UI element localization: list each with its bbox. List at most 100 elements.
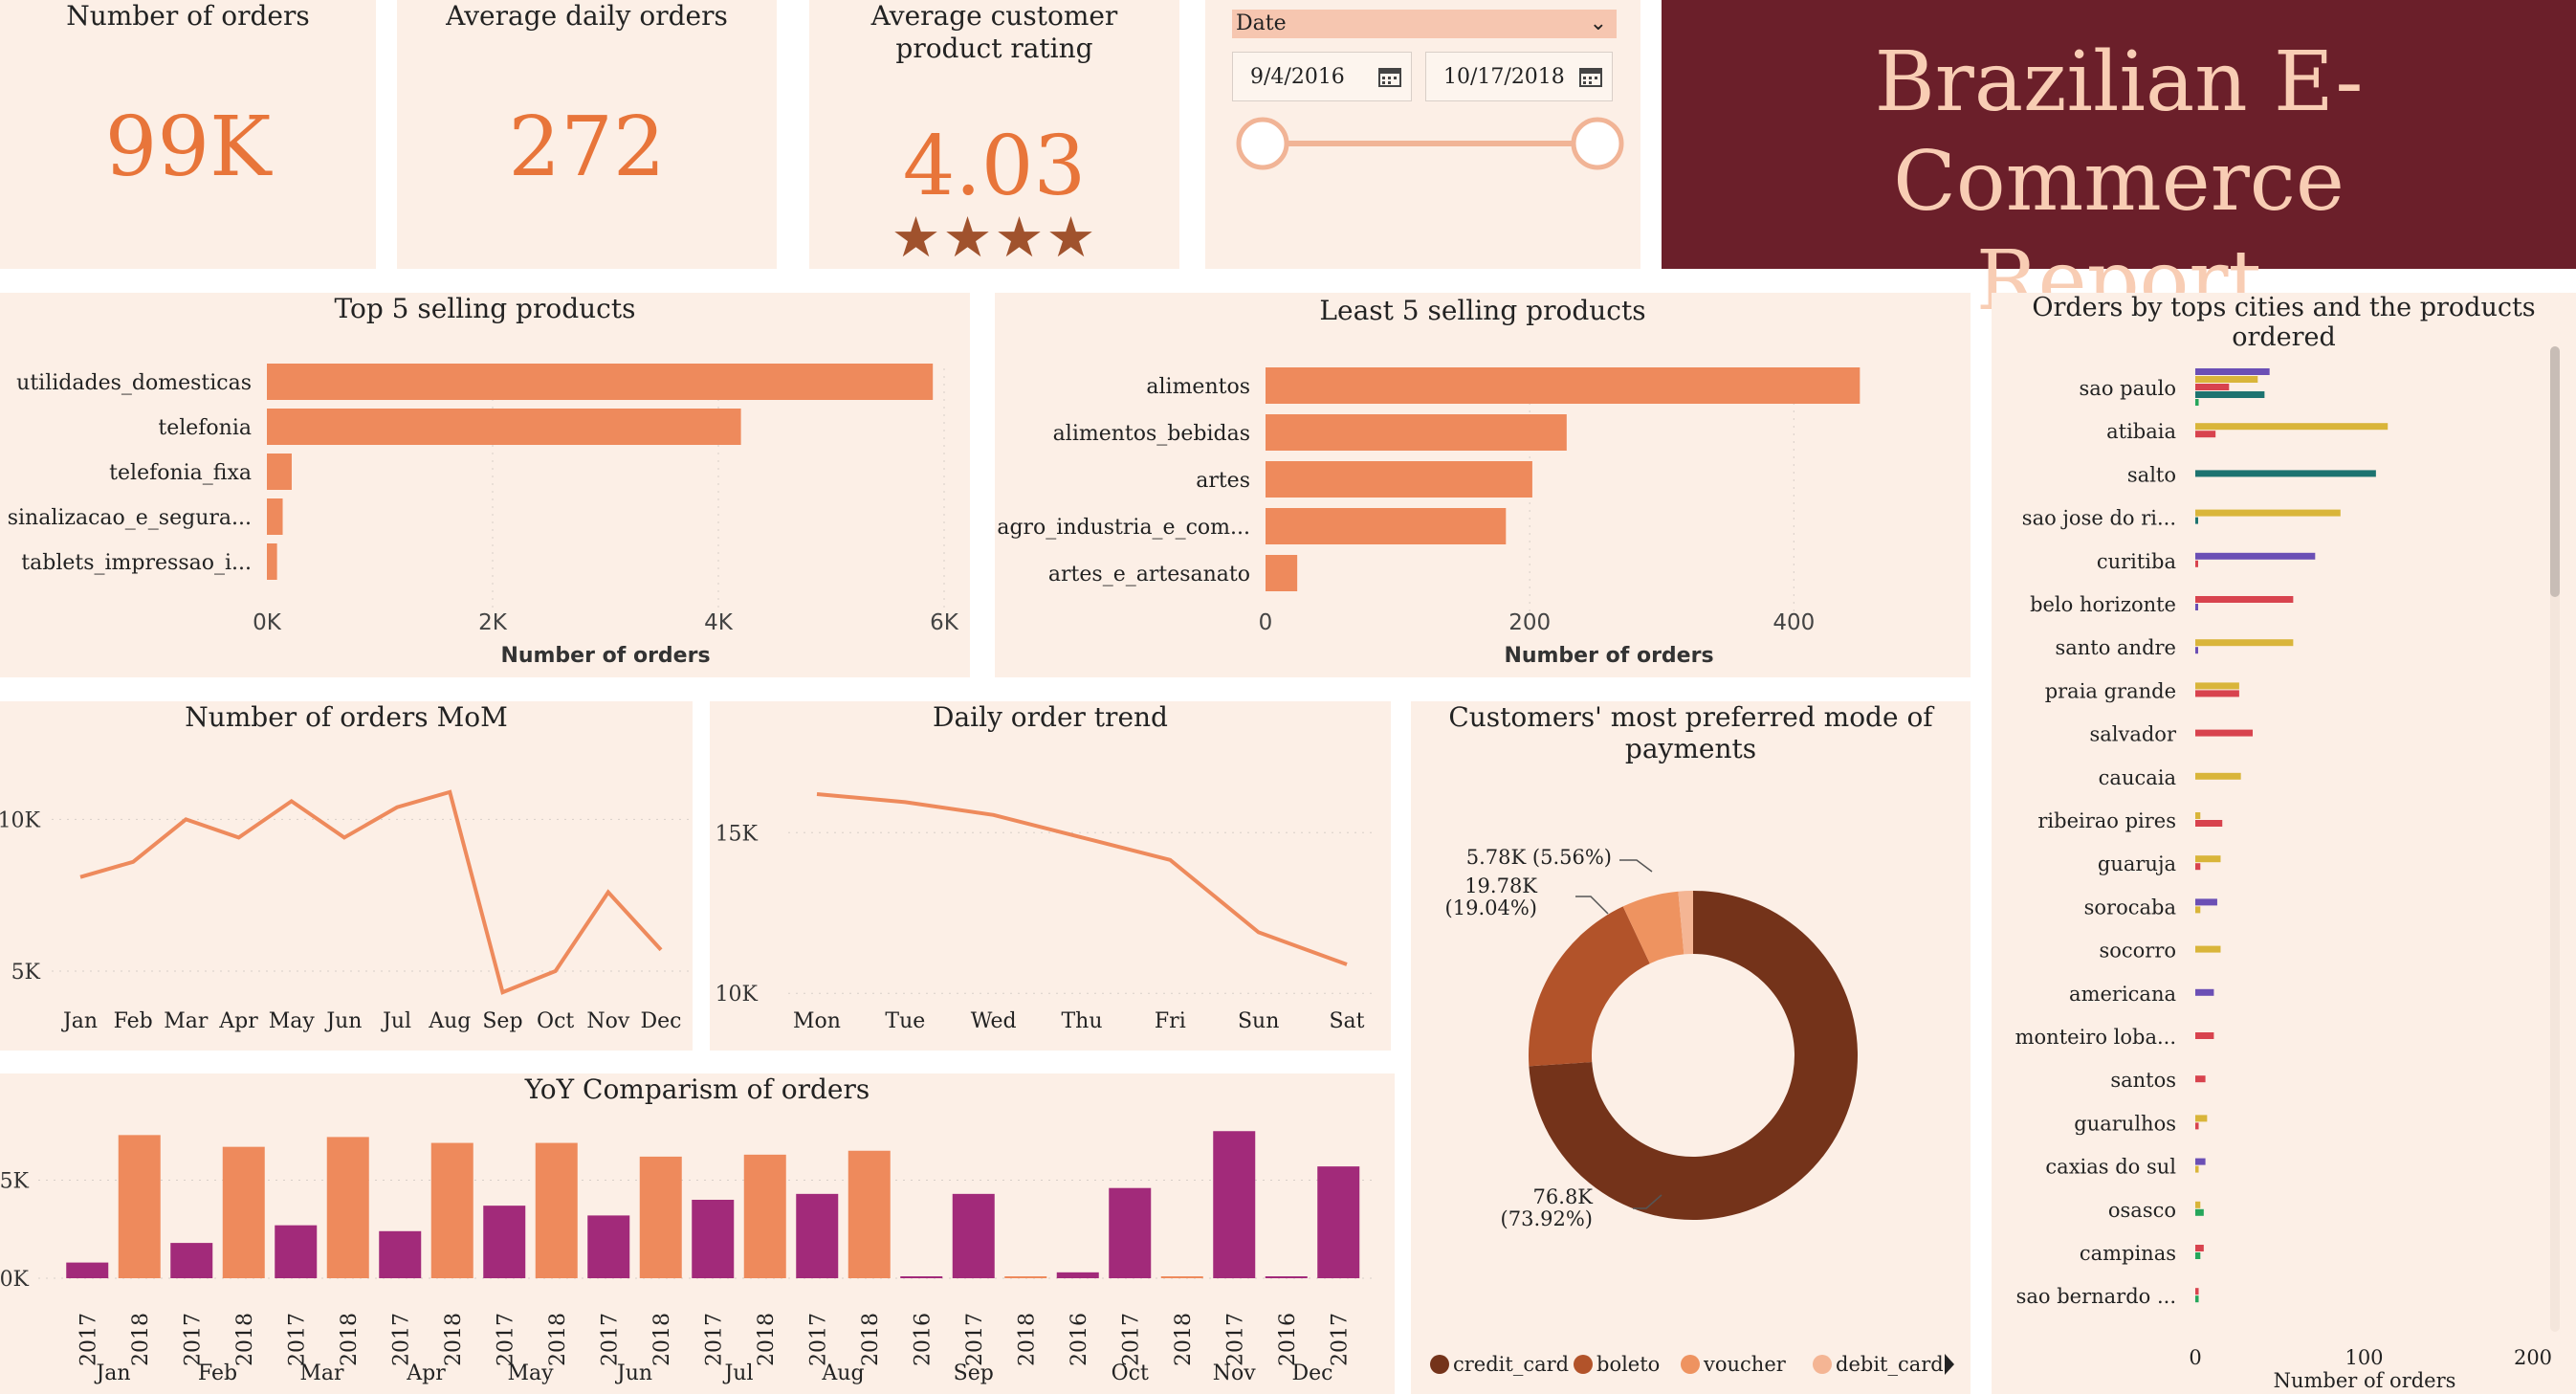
- bar[interactable]: [379, 1230, 422, 1278]
- city-bar[interactable]: [2195, 560, 2198, 567]
- legend-label[interactable]: credit_card: [1453, 1353, 1569, 1376]
- city-bar[interactable]: [2195, 470, 2376, 477]
- bar[interactable]: [267, 498, 283, 535]
- donut-slice[interactable]: [1529, 891, 1858, 1220]
- city-bar[interactable]: [2195, 812, 2201, 819]
- bar[interactable]: [118, 1135, 161, 1278]
- legend-label[interactable]: debit_card: [1836, 1353, 1944, 1376]
- donut-slice[interactable]: [1529, 906, 1650, 1067]
- city-bar[interactable]: [2195, 1252, 2201, 1259]
- bar[interactable]: [1160, 1276, 1203, 1278]
- bar[interactable]: [1266, 367, 1860, 404]
- bar[interactable]: [900, 1276, 943, 1278]
- date-slicer-header[interactable]: Date ⌄: [1232, 10, 1617, 38]
- bar[interactable]: [535, 1142, 578, 1278]
- city-bar[interactable]: [2195, 863, 2201, 871]
- legend-label[interactable]: boleto: [1596, 1353, 1660, 1376]
- city-bar[interactable]: [2195, 690, 2239, 697]
- bar[interactable]: [483, 1206, 526, 1278]
- scrollbar-thumb[interactable]: [2550, 346, 2560, 597]
- city-bar[interactable]: [2195, 1208, 2204, 1216]
- legend-marker[interactable]: [1574, 1355, 1593, 1374]
- bar[interactable]: [692, 1200, 735, 1278]
- legend-marker[interactable]: [1681, 1355, 1700, 1374]
- bar[interactable]: [326, 1137, 369, 1278]
- bar[interactable]: [587, 1215, 630, 1278]
- bar[interactable]: [430, 1142, 473, 1278]
- slider-handle-start[interactable]: [1236, 117, 1289, 170]
- city-bar[interactable]: [2195, 906, 2201, 914]
- start-date-input[interactable]: 9/4/2016: [1232, 52, 1412, 101]
- bar[interactable]: [1004, 1276, 1047, 1278]
- city-bar[interactable]: [2195, 376, 2258, 383]
- city-bar[interactable]: [2195, 639, 2294, 647]
- bar[interactable]: [1109, 1187, 1152, 1278]
- bar[interactable]: [952, 1193, 995, 1278]
- city-bar[interactable]: [2195, 855, 2221, 863]
- bar[interactable]: [1213, 1131, 1256, 1278]
- bar[interactable]: [267, 409, 741, 445]
- calendar-icon[interactable]: [1378, 66, 1401, 87]
- city-bar[interactable]: [2195, 820, 2223, 827]
- date-range-slider[interactable]: [1234, 115, 1626, 172]
- city-bar[interactable]: [2195, 1295, 2199, 1303]
- bar[interactable]: [170, 1243, 213, 1278]
- city-bar[interactable]: [2195, 431, 2216, 438]
- bar[interactable]: [848, 1150, 891, 1278]
- city-bar[interactable]: [2195, 517, 2198, 524]
- chevron-down-icon[interactable]: ⌄: [1589, 11, 1607, 35]
- bar[interactable]: [1266, 461, 1532, 498]
- legend-marker[interactable]: [1430, 1355, 1449, 1374]
- city-bar[interactable]: [2195, 384, 2230, 390]
- city-bar[interactable]: [2195, 988, 2214, 996]
- city-bar[interactable]: [2195, 509, 2341, 517]
- slider-handle-end[interactable]: [1571, 117, 1624, 170]
- city-bar[interactable]: [2195, 391, 2265, 398]
- city-bar[interactable]: [2195, 1032, 2214, 1039]
- bar[interactable]: [1266, 508, 1507, 544]
- bar[interactable]: [796, 1193, 839, 1278]
- city-bar[interactable]: [2195, 1115, 2208, 1122]
- city-bar[interactable]: [2195, 1288, 2199, 1295]
- bar[interactable]: [743, 1154, 786, 1278]
- city-bar[interactable]: [2195, 1158, 2206, 1165]
- donut-slice[interactable]: [1678, 891, 1693, 955]
- bar[interactable]: [267, 543, 277, 580]
- city-bar[interactable]: [2195, 1122, 2199, 1130]
- city-bar[interactable]: [2195, 552, 2316, 560]
- bar[interactable]: [1265, 1276, 1308, 1278]
- city-bar[interactable]: [2195, 596, 2294, 603]
- city-bar[interactable]: [2195, 647, 2198, 654]
- city-bar[interactable]: [2195, 1075, 2206, 1083]
- city-bar[interactable]: [2195, 945, 2221, 953]
- end-date-input[interactable]: 10/17/2018: [1425, 52, 1613, 101]
- city-bar[interactable]: [2195, 682, 2239, 690]
- city-bar[interactable]: [2195, 1165, 2199, 1173]
- city-bar[interactable]: [2195, 772, 2241, 780]
- city-bar[interactable]: [2195, 1245, 2204, 1251]
- series-line[interactable]: [816, 791, 1348, 966]
- slider-track[interactable]: [1263, 141, 1597, 146]
- legend-label[interactable]: voucher: [1703, 1353, 1787, 1376]
- city-bar[interactable]: [2195, 399, 2199, 406]
- bar[interactable]: [1056, 1272, 1099, 1278]
- bar[interactable]: [639, 1156, 682, 1278]
- city-bar[interactable]: [2195, 1201, 2201, 1208]
- bar[interactable]: [1266, 414, 1567, 451]
- city-bar[interactable]: [2195, 368, 2270, 375]
- series-line[interactable]: [79, 789, 663, 995]
- bar[interactable]: [1266, 555, 1298, 591]
- bar[interactable]: [275, 1225, 318, 1278]
- bar[interactable]: [66, 1262, 109, 1278]
- city-bar[interactable]: [2195, 729, 2254, 737]
- legend-marker[interactable]: [1813, 1355, 1832, 1374]
- calendar-icon[interactable]: [1579, 66, 1602, 87]
- bar[interactable]: [222, 1146, 265, 1278]
- bar[interactable]: [267, 364, 934, 400]
- city-bar[interactable]: [2195, 423, 2389, 431]
- city-bar[interactable]: [2195, 898, 2217, 906]
- bar[interactable]: [267, 454, 292, 490]
- donut-slice[interactable]: [1622, 891, 1684, 964]
- bar[interactable]: [1317, 1166, 1360, 1278]
- legend-next-icon[interactable]: [1945, 1354, 1954, 1375]
